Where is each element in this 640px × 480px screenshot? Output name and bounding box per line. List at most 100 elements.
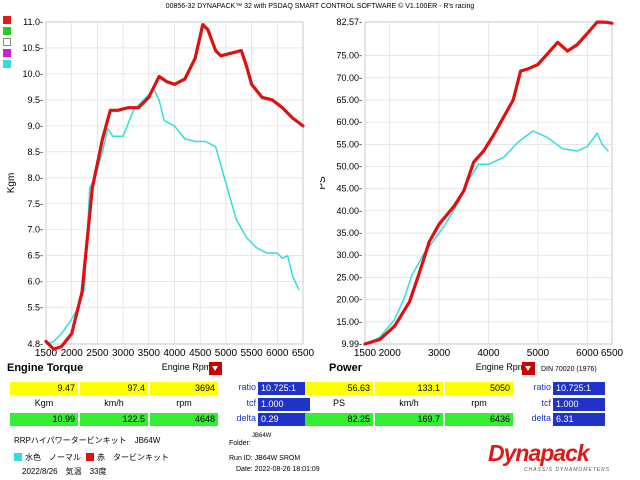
x-tick-label: 6000 <box>576 348 599 359</box>
y-tick-label: 45.00- <box>336 184 362 194</box>
x-tick-label: 3000 <box>428 348 451 359</box>
y-axis-label: Kgm <box>6 173 17 194</box>
x-tick-label: 5500 <box>240 348 263 359</box>
folder-value: JB64W <box>252 433 272 439</box>
y-tick-label: 8.5- <box>27 147 43 157</box>
turbo-legend-swatch <box>86 453 94 461</box>
y-tick-label: 40.00- <box>336 206 362 216</box>
ratio-value: 1.000 <box>258 398 310 411</box>
color-swatch-stack[interactable] <box>3 16 11 68</box>
y-tick-label: 8.0- <box>27 173 43 183</box>
run-id-label: Run ID: JB64W SROM <box>229 455 301 462</box>
y-tick-label: 9.99- <box>341 339 362 349</box>
y-tick-label: 70.00- <box>336 73 362 83</box>
y-tick-label: 65.00- <box>336 95 362 105</box>
x-tick-label: 2000 <box>379 348 402 359</box>
x-tick-label: 1500 <box>354 348 377 359</box>
y-tick-label: 60.00- <box>336 117 362 127</box>
ratio-value: 10.725:1 <box>553 382 605 395</box>
x-tick-label: 5000 <box>527 348 550 359</box>
ratio-value: 1.000 <box>553 398 605 411</box>
peak-value-green: 82.25 <box>305 413 373 426</box>
y-tick-label: 10.0- <box>22 69 43 79</box>
y-tick-label: 7.5- <box>27 199 43 209</box>
ratio-label: tcf <box>541 398 551 408</box>
y-tick-label: 11.0- <box>23 17 43 27</box>
peak-value-green: 169.7 <box>375 413 443 426</box>
ratio-value: 10.725:1 <box>258 382 310 395</box>
x-tick-label: 6500 <box>601 348 624 359</box>
stock-legend-swatch <box>14 453 22 461</box>
y-tick-label: 25.00- <box>336 272 362 282</box>
ratio-label: ratio <box>533 382 551 392</box>
y-tick-label: 82.57- <box>336 17 362 27</box>
y-axis-label: PS <box>320 176 328 190</box>
unit-label: Kgm <box>34 398 54 408</box>
stock-series-line <box>364 130 609 345</box>
unit-label: PS <box>332 398 345 408</box>
peak-value-yellow: 56.63 <box>305 382 373 395</box>
ratio-value: 0.29 <box>258 413 310 426</box>
peak-value-yellow: 3694 <box>150 382 218 395</box>
y-tick-label: 4.8- <box>27 339 43 349</box>
y-tick-label: 10.5- <box>22 43 43 53</box>
x-axis-label: Engine Rpm <box>476 362 526 372</box>
x-tick-label: 4500 <box>189 348 212 359</box>
unit-label: rpm <box>176 398 192 408</box>
y-tick-label: 9.0- <box>27 121 43 131</box>
turbo-series-line <box>44 23 305 351</box>
peak-value-yellow: 9.47 <box>10 382 78 395</box>
y-tick-label: 55.00- <box>336 139 362 149</box>
y-tick-label: 75.00- <box>336 51 362 61</box>
peak-value-yellow: 5050 <box>445 382 513 395</box>
y-tick-label: 5.5- <box>27 303 43 313</box>
rpm-dropdown-right-button[interactable] <box>522 362 535 375</box>
y-tick-label: 7.0- <box>27 225 43 235</box>
peak-value-green: 6436 <box>445 413 513 426</box>
y-tick-label: 20.00- <box>336 295 362 305</box>
x-tick-label: 4000 <box>163 348 186 359</box>
header-title: 00856-32 DYNAPACK™ 32 with PSDAQ SMART C… <box>165 3 475 10</box>
peak-value-yellow: 97.4 <box>80 382 148 395</box>
peak-value-green: 4648 <box>150 413 218 426</box>
ratio-label: delta <box>531 413 551 423</box>
x-tick-label: 3000 <box>112 348 135 359</box>
x-tick-label: 4000 <box>477 348 500 359</box>
vehicle-label: RRPハイパワータービンキット JB64W <box>14 436 161 445</box>
x-tick-label: 5000 <box>215 348 238 359</box>
unit-label: rpm <box>471 398 487 408</box>
ratio-value: 6.31 <box>553 413 605 426</box>
chart-title: Engine Torque <box>7 362 83 374</box>
ratio-label: tcf <box>246 398 256 408</box>
conditions-label: 2022/8/26 気温 33度 <box>22 467 107 476</box>
x-tick-label: 6000 <box>266 348 289 359</box>
dynapack-tagline: CHASSIS DYNAMOMETERS <box>524 467 611 473</box>
y-tick-label: 6.5- <box>27 251 43 261</box>
date-label: Date: 2022-08-26 18:01:09 <box>236 466 320 473</box>
x-tick-label: 3500 <box>138 348 161 359</box>
unit-label: km/h <box>399 398 419 408</box>
rpm-dropdown-left-button[interactable] <box>209 362 222 375</box>
din-label: DIN 70020 (1976) <box>541 366 597 373</box>
ratio-label: delta <box>236 413 256 423</box>
peak-value-green: 10.99 <box>10 413 78 426</box>
unit-label: km/h <box>104 398 124 408</box>
peak-value-yellow: 133.1 <box>375 382 443 395</box>
y-tick-label: 50.00- <box>336 161 362 171</box>
turbo-series-line <box>363 20 614 346</box>
y-tick-label: 15.00- <box>336 317 362 327</box>
x-tick-label: 6500 <box>292 348 315 359</box>
y-tick-label: 6.0- <box>27 277 43 287</box>
y-tick-label: 30.00- <box>336 250 362 260</box>
y-tick-label: 35.00- <box>336 228 362 238</box>
power-chart: 1500 2000 3000 4000 5000 6000 6500 9.99- 15.00- 2… <box>320 17 624 374</box>
turbo-legend-label: 赤 タービンキット <box>97 453 169 462</box>
peak-value-green: 122.5 <box>80 413 148 426</box>
folder-label: Folder: <box>229 440 251 447</box>
ratio-label: ratio <box>238 382 256 392</box>
stock-legend-label: 水色 ノーマル <box>25 453 81 462</box>
x-axis-label: Engine Rpm <box>162 362 212 372</box>
chart-title: Power <box>329 362 363 374</box>
x-tick-label: 2000 <box>61 348 84 359</box>
torque-chart: 1500 2000 2500 3000 3500 4000 4500 5000 5500 6000… <box>6 17 315 374</box>
